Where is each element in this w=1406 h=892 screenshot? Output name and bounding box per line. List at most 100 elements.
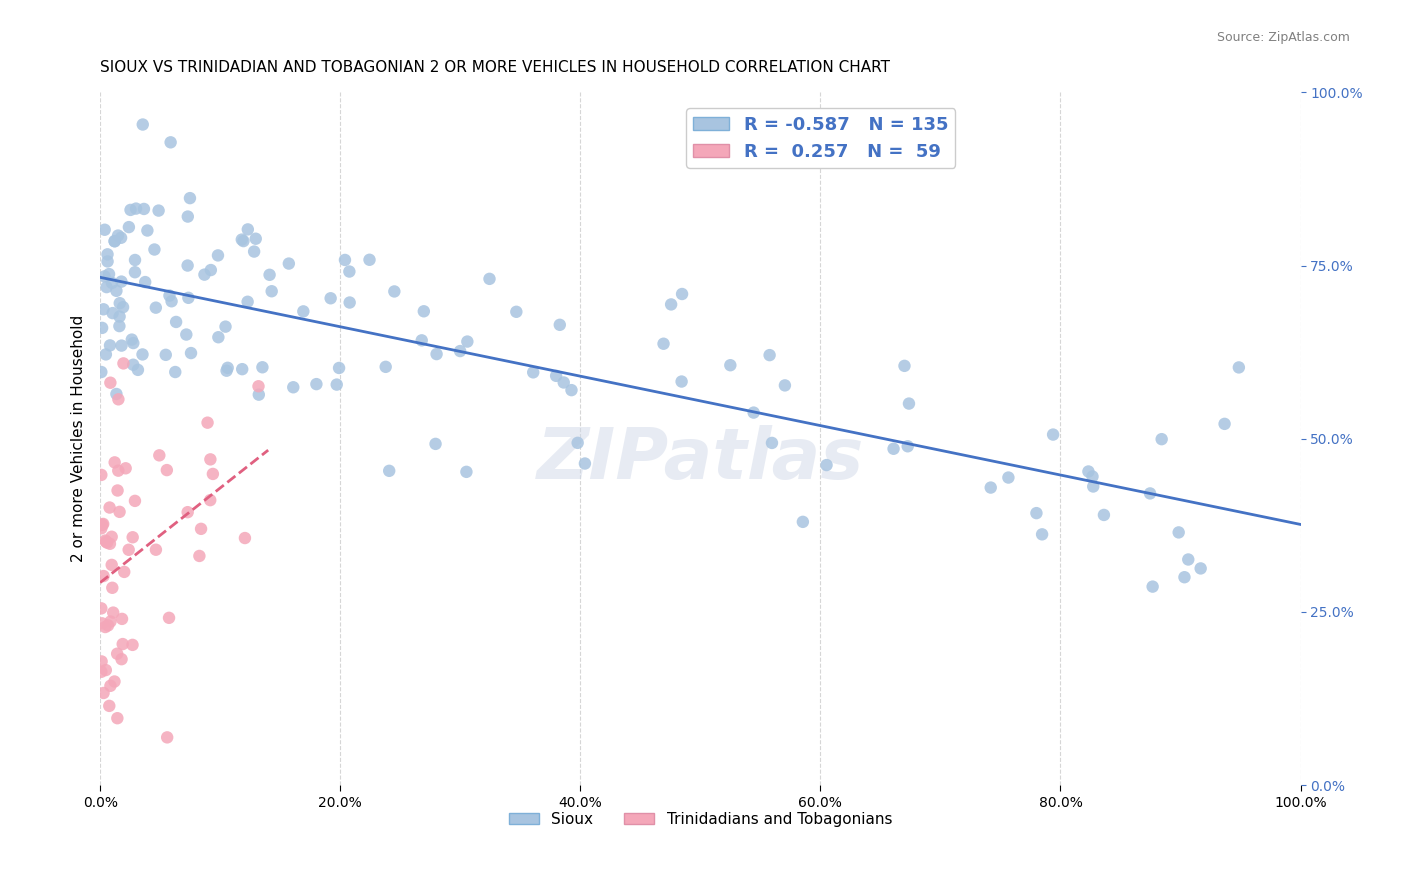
Point	[179, 191, 201, 205]
Point	[100, 615, 122, 629]
Point	[98, 500, 121, 515]
Point	[1150, 432, 1173, 446]
Point	[93, 223, 115, 237]
Point	[176, 505, 198, 519]
Point	[118, 542, 141, 557]
Point	[107, 392, 129, 407]
Point	[107, 464, 129, 478]
Point	[124, 252, 146, 267]
Point	[110, 231, 132, 245]
Point	[160, 294, 183, 309]
Point	[193, 268, 215, 282]
Point	[100, 376, 122, 390]
Point	[127, 363, 149, 377]
Point	[98, 537, 121, 551]
Point	[893, 359, 915, 373]
Point	[292, 304, 315, 318]
Point	[1092, 508, 1115, 522]
Point	[200, 452, 222, 467]
Point	[103, 234, 125, 248]
Point	[1083, 479, 1105, 493]
Point	[897, 439, 920, 453]
Point	[217, 360, 239, 375]
Point	[97, 618, 120, 632]
Point	[505, 305, 527, 319]
Point	[90, 365, 112, 379]
Point	[90, 517, 112, 532]
Point	[90, 665, 112, 679]
Point	[1173, 570, 1195, 584]
Point	[259, 268, 281, 282]
Point	[231, 233, 253, 247]
Point	[94, 347, 117, 361]
Point	[177, 291, 200, 305]
Point	[107, 483, 129, 498]
Point	[247, 387, 270, 401]
Y-axis label: 2 or more Vehicles in Household: 2 or more Vehicles in Household	[72, 315, 86, 562]
Point	[207, 248, 229, 262]
Point	[232, 234, 254, 248]
Point	[1031, 527, 1053, 541]
Point	[449, 344, 471, 359]
Point	[325, 377, 347, 392]
Point	[997, 470, 1019, 484]
Point	[100, 558, 122, 572]
Point	[478, 272, 501, 286]
Point	[105, 711, 128, 725]
Point	[148, 448, 170, 462]
Point	[283, 380, 305, 394]
Point	[90, 601, 112, 615]
Point	[124, 265, 146, 279]
Point	[96, 280, 118, 294]
Point	[121, 638, 143, 652]
Point	[1189, 561, 1212, 575]
Point	[114, 461, 136, 475]
Point	[456, 334, 478, 349]
Point	[1213, 417, 1236, 431]
Point	[188, 549, 211, 563]
Point	[108, 296, 131, 310]
Point	[652, 336, 675, 351]
Point	[231, 362, 253, 376]
Point	[339, 295, 361, 310]
Point	[156, 463, 179, 477]
Point	[101, 276, 124, 290]
Point	[1077, 465, 1099, 479]
Point	[236, 222, 259, 236]
Point	[131, 347, 153, 361]
Point	[156, 731, 179, 745]
Point	[382, 285, 405, 299]
Point	[252, 360, 274, 375]
Point	[574, 457, 596, 471]
Point	[426, 347, 449, 361]
Point	[425, 437, 447, 451]
Point	[91, 516, 114, 531]
Point	[93, 269, 115, 284]
Point	[90, 521, 112, 535]
Legend: Sioux, Trinidadians and Tobagonians: Sioux, Trinidadians and Tobagonians	[502, 805, 898, 833]
Point	[110, 275, 132, 289]
Point	[177, 210, 200, 224]
Point	[215, 364, 238, 378]
Point	[121, 333, 143, 347]
Point	[165, 315, 187, 329]
Point	[201, 467, 224, 481]
Point	[277, 256, 299, 270]
Point	[118, 220, 141, 235]
Point	[200, 263, 222, 277]
Point	[883, 442, 905, 456]
Point	[98, 698, 121, 713]
Point	[548, 318, 571, 332]
Point	[108, 505, 131, 519]
Point	[105, 387, 128, 401]
Point	[1167, 525, 1189, 540]
Point	[359, 252, 381, 267]
Point	[1142, 580, 1164, 594]
Point	[155, 348, 177, 362]
Point	[136, 223, 159, 237]
Point	[96, 247, 118, 261]
Point	[456, 465, 478, 479]
Point	[145, 542, 167, 557]
Point	[176, 327, 198, 342]
Point	[122, 358, 145, 372]
